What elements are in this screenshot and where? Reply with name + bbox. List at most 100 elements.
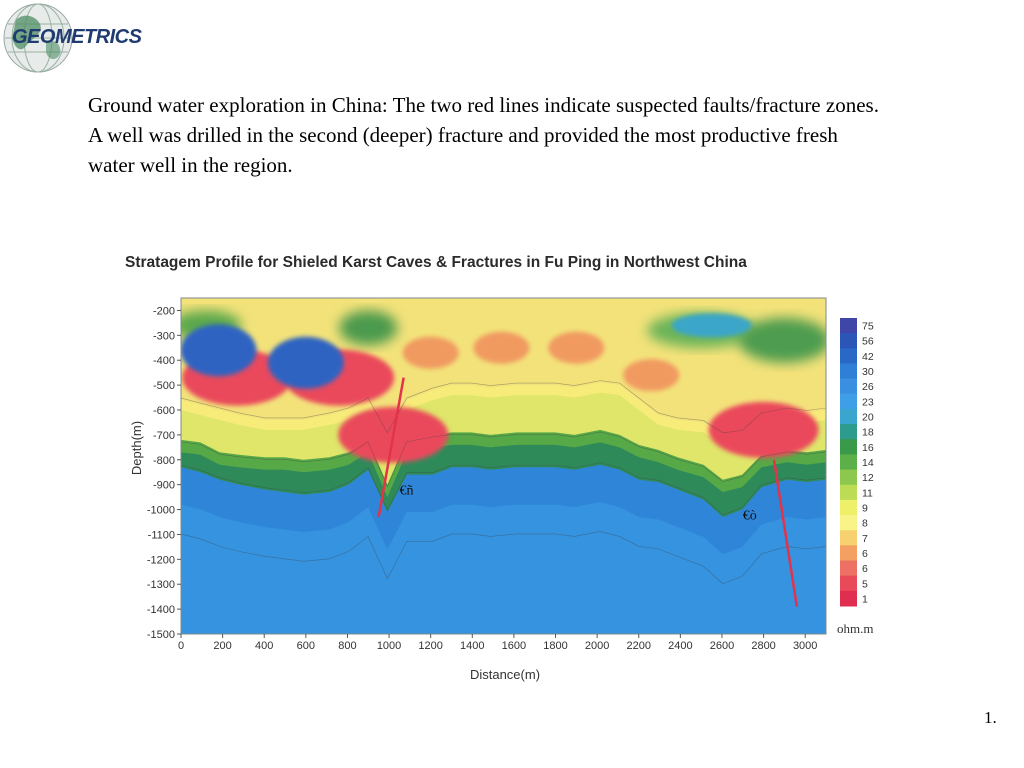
green-patch	[339, 310, 398, 346]
orange-anomaly	[623, 359, 680, 392]
colorbar-label: 30	[862, 366, 874, 378]
colorbar-swatch	[840, 424, 857, 440]
y-axis-label: Depth(m)	[129, 421, 144, 475]
green-patch	[738, 317, 826, 363]
x-axis-label: Distance(m)	[470, 667, 540, 682]
colorbar-label: 7	[862, 533, 868, 545]
chart-annotations: €ñ €ò	[399, 484, 756, 524]
blue-anomaly	[181, 324, 257, 377]
colorbar-label: 56	[862, 336, 874, 348]
resistivity-field	[181, 298, 826, 634]
blue-anomaly	[267, 336, 344, 389]
x-tick-label: 400	[255, 640, 273, 652]
x-tick-label: 2600	[710, 640, 734, 652]
y-tick-label: -400	[153, 355, 175, 367]
colorbar-swatch	[840, 530, 857, 546]
colorbar-swatch	[840, 378, 857, 395]
page-number: 1.	[984, 708, 997, 727]
x-tick-label: 200	[213, 640, 231, 652]
red-anomaly	[708, 401, 819, 458]
y-tick-label: -600	[153, 405, 175, 417]
y-tick-label: -800	[153, 455, 175, 467]
x-tick-label: 1000	[377, 640, 401, 652]
y-tick-label: -900	[153, 480, 175, 492]
x-tick-label: 800	[338, 640, 356, 652]
colorbar-label: 16	[862, 442, 874, 454]
globe-icon	[3, 3, 73, 73]
colorbar-swatch	[840, 545, 857, 562]
lightblue-anomaly	[671, 313, 752, 338]
fault-lines	[377, 377, 799, 607]
orange-anomaly	[402, 336, 459, 369]
colorbar-swatch	[840, 363, 857, 380]
x-tick-label: 2200	[626, 640, 650, 652]
colorbar-swatch	[840, 590, 857, 607]
x-tick-label: 0	[178, 640, 184, 652]
colorbar-swatch	[840, 515, 857, 531]
chart-annotation: €ñ	[399, 484, 413, 499]
y-tick-label: -1300	[147, 579, 175, 591]
x-tick-label: 3000	[793, 640, 817, 652]
colorbar-swatch	[840, 408, 857, 425]
y-axis-ticks: -200 -300 -400 -500 -600 -700 -800 -900 -1000 -11…	[147, 305, 181, 641]
y-tick-label: -1100	[148, 529, 175, 541]
colorbar-unit: ohm.m	[837, 621, 873, 636]
colorbar-label: 20	[862, 412, 874, 424]
colorbar-label: 6	[862, 563, 868, 575]
colorbar-swatch	[840, 393, 857, 410]
chart-annotation: €ò	[743, 509, 757, 524]
colorbar-swatch	[840, 439, 857, 455]
x-tick-label: 600	[297, 640, 315, 652]
colorbar-label: 1	[862, 593, 868, 605]
colorbar-swatch	[840, 484, 857, 501]
contour-line	[181, 462, 826, 516]
y-tick-label: -1400	[147, 604, 175, 616]
x-tick-label: 2800	[751, 640, 775, 652]
colorbar-swatch	[840, 469, 857, 486]
colorbar-swatch	[840, 560, 857, 577]
x-tick-label: 1200	[418, 640, 442, 652]
colorbar-swatch	[840, 348, 857, 364]
y-tick-label: -500	[153, 380, 175, 392]
fault-line	[377, 377, 405, 518]
colorbar-label: 75	[862, 321, 874, 333]
contour-line	[181, 531, 826, 585]
deep-blue-band	[181, 502, 826, 634]
x-tick-label: 1800	[543, 640, 567, 652]
plot-frame	[180, 297, 827, 635]
colorbar-swatch	[840, 333, 857, 349]
y-tick-label: -200	[153, 305, 175, 317]
orange-anomaly	[548, 331, 605, 364]
x-tick-label: 2000	[585, 640, 609, 652]
colorbar-label: 8	[862, 518, 868, 530]
colorbar-label: 5	[862, 578, 868, 590]
x-tick-label: 2400	[668, 640, 692, 652]
x-tick-label: 1600	[502, 640, 526, 652]
colorbar-label: 11	[862, 487, 873, 499]
fault-line	[772, 459, 799, 607]
contour-line	[181, 380, 826, 434]
orange-anomaly	[473, 331, 530, 364]
y-tick-label: -300	[153, 330, 175, 342]
colorbar-legend: 75 56 42 30 26 23 20 18 16 14 12 11 9 8 7 6 6 5 1	[840, 318, 874, 607]
colorbar-label: 26	[862, 381, 874, 393]
x-axis-ticks: 0 200 400 600 800 1000 1200 1400 1600 1800 2000 220…	[178, 634, 817, 652]
colorbar-label: 18	[862, 427, 874, 439]
y-tick-label: -1500	[147, 629, 175, 641]
contour-line	[181, 431, 826, 488]
colorbar-label: 14	[862, 457, 874, 469]
y-tick-label: -1000	[147, 505, 175, 517]
colorbar-swatch	[840, 454, 857, 471]
geometrics-logo: GEOMETRICS	[2, 2, 192, 74]
logo-text: GEOMETRICS	[12, 26, 142, 48]
colorbar-swatch	[840, 575, 857, 592]
x-tick-label: 1400	[460, 640, 484, 652]
colorbar-swatch	[840, 499, 857, 516]
colorbar-label: 12	[862, 472, 874, 484]
colorbar-label: 9	[862, 502, 868, 514]
colorbar-label: 42	[862, 351, 874, 363]
chart-title: Stratagem Profile for Shieled Karst Cave…	[125, 254, 747, 271]
description-text: Ground water exploration in China: The t…	[88, 93, 879, 177]
colorbar-label: 23	[862, 396, 874, 408]
